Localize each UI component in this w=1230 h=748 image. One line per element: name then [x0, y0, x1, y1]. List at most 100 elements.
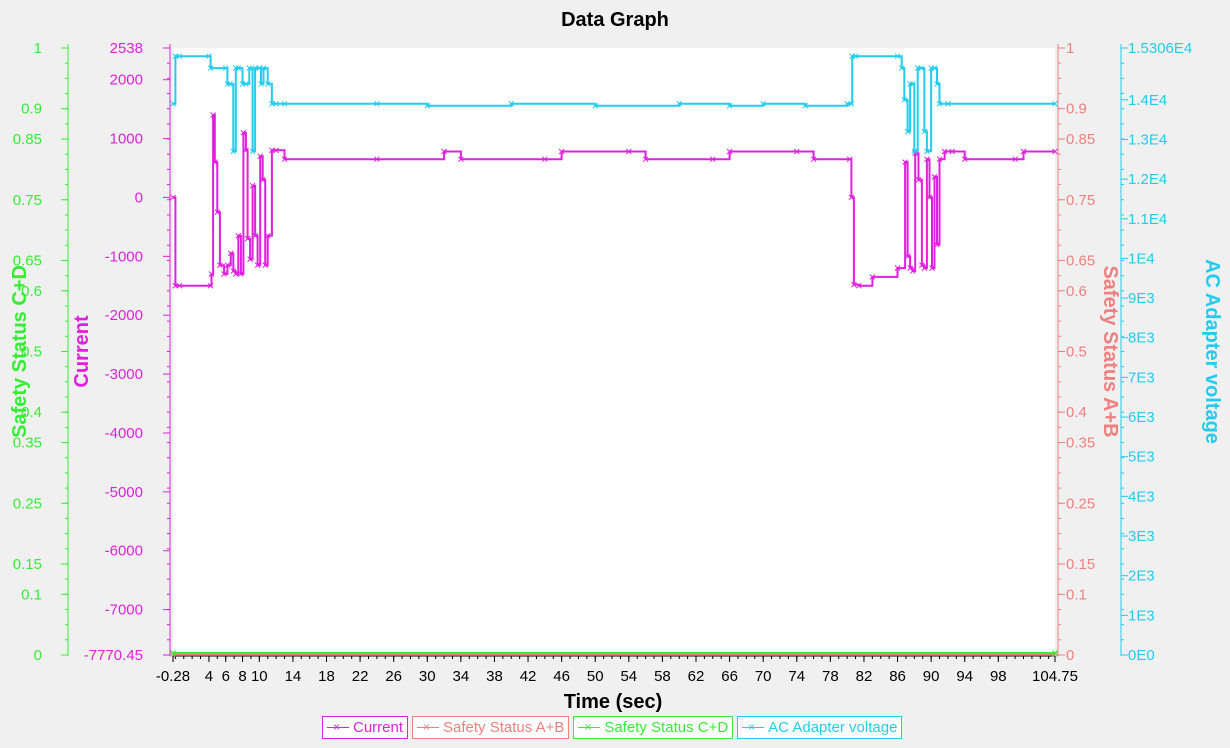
safety_cd-tick-label: 0.15 [13, 556, 42, 573]
series-point [273, 100, 279, 107]
safety_cd-tick-label: 0.4 [21, 404, 42, 421]
x-tick-label: 70 [755, 668, 772, 685]
series-point [909, 81, 916, 87]
x-tick-label: 50 [587, 668, 604, 685]
series-point [934, 241, 940, 248]
legend-label: Current [353, 719, 404, 736]
x-tick-label: 22 [352, 668, 369, 685]
series-point [252, 232, 258, 239]
ac_voltage-axis-title: AC Adapter voltage [1201, 259, 1223, 444]
series-point [894, 265, 901, 271]
current-tick-label: 2538 [110, 40, 143, 57]
legend-item[interactable]: Safety Status A+B [412, 716, 570, 739]
series-point [936, 100, 943, 107]
series-point [230, 148, 237, 155]
series-point [221, 271, 227, 277]
safety_ab-axis-title: Safety Status A+B [1099, 265, 1121, 437]
ac_voltage-tick-label: 1E4 [1128, 250, 1155, 267]
series-point [211, 159, 218, 165]
series-point [1020, 148, 1027, 155]
safety_ab-tick-label: 0.5 [1066, 344, 1087, 361]
series-point [224, 262, 231, 269]
series-point [592, 102, 599, 109]
ac_voltage-tick-label: 0E0 [1128, 647, 1155, 664]
series-point [232, 271, 239, 277]
series-point [269, 147, 275, 154]
series-point [726, 102, 733, 109]
series-point [558, 148, 565, 155]
legend-item[interactable]: AC Adapter voltage [737, 716, 903, 739]
legend-item[interactable]: Safety Status C+D [573, 716, 734, 739]
series-point [208, 271, 215, 277]
ac_voltage-tick-label: 1E3 [1128, 607, 1155, 624]
series-point [207, 282, 214, 289]
series-point [207, 65, 214, 71]
series-point [929, 265, 935, 271]
ac_voltage-tick-label: 7E3 [1128, 369, 1155, 386]
x-tick-label: 38 [486, 668, 503, 685]
series-point [374, 100, 380, 107]
x-tick-label: 66 [721, 668, 738, 685]
safety_cd-axis-title: Safety Status C+D [9, 265, 31, 438]
ac_voltage-tick-label: 1.4E4 [1128, 92, 1167, 109]
current-tick-label: -7000 [105, 602, 143, 619]
chart-legend: Current Safety Status A+B Safety Status C+… [322, 716, 903, 741]
series-point [244, 235, 251, 242]
safety_ab-tick-label: 0.15 [1066, 556, 1095, 573]
x-tick-label: 74 [788, 668, 805, 685]
series-point [846, 156, 853, 163]
series-point [851, 281, 857, 288]
safety_cd-tick-label: 0.6 [21, 283, 42, 300]
series-point [848, 100, 855, 107]
series-point [844, 100, 851, 107]
x-tick-label: 26 [385, 668, 402, 685]
series-point [924, 156, 930, 163]
x-tick-label: 10 [251, 668, 268, 685]
series-point [170, 100, 176, 107]
series-point [852, 53, 859, 60]
series-point [441, 148, 447, 155]
series-point [240, 129, 247, 136]
safety_ab-tick-label: 0.75 [1066, 192, 1095, 209]
series-point [235, 232, 242, 239]
series-point [281, 100, 288, 107]
safety_cd-tick-label: 0.1 [21, 586, 42, 603]
safety_ab-tick-label: 0.85 [1066, 131, 1095, 148]
legend-label: Safety Status C+D [604, 719, 729, 736]
series-point [458, 156, 464, 163]
current-tick-label: 2000 [110, 72, 143, 89]
legend-swatch-icon [578, 717, 601, 737]
series-point [709, 156, 716, 163]
x-axis-label: Time (sec) [564, 691, 663, 713]
series-point [258, 81, 264, 87]
series-point [262, 262, 269, 269]
series-point [222, 65, 229, 71]
legend-item[interactable]: Current [322, 716, 409, 739]
series-point [264, 81, 271, 87]
series-point [214, 209, 221, 216]
safety_ab-tick-label: 0.25 [1066, 495, 1095, 512]
series-point [235, 65, 242, 71]
x-tick-label: 18 [318, 668, 335, 685]
current-axis-title: Current [71, 315, 93, 388]
x-tick-label: 42 [520, 668, 537, 685]
series-point [915, 176, 922, 183]
series-point [848, 194, 855, 201]
series-point [206, 53, 212, 60]
x-tick-label: 30 [419, 668, 436, 685]
series-point [176, 282, 183, 289]
series-point [810, 156, 817, 163]
series-point [424, 102, 431, 109]
series-point [1052, 100, 1058, 107]
safety_cd-tick-label: 0.25 [13, 495, 42, 512]
x-tick-label: 34 [453, 668, 470, 685]
series-point [232, 65, 239, 71]
series-point [172, 53, 179, 60]
series-point [247, 256, 253, 263]
series-point [945, 100, 951, 107]
safety_ab-tick-label: 0.4 [1066, 404, 1087, 421]
series-point [934, 81, 940, 87]
series-point [170, 194, 176, 201]
series-point [170, 650, 176, 656]
current-tick-label: -6000 [105, 543, 143, 560]
